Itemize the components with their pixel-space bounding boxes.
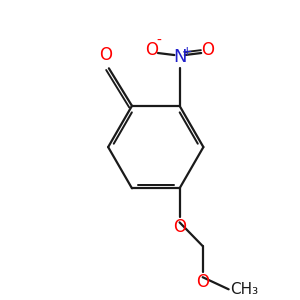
Text: +: + <box>182 45 192 58</box>
Text: O: O <box>145 40 158 58</box>
Text: O: O <box>100 46 112 64</box>
Text: CH₃: CH₃ <box>230 282 258 297</box>
Text: O: O <box>196 273 209 291</box>
Text: N: N <box>173 48 186 66</box>
Text: O: O <box>201 40 214 58</box>
Text: -: - <box>156 34 161 48</box>
Text: O: O <box>173 218 186 236</box>
